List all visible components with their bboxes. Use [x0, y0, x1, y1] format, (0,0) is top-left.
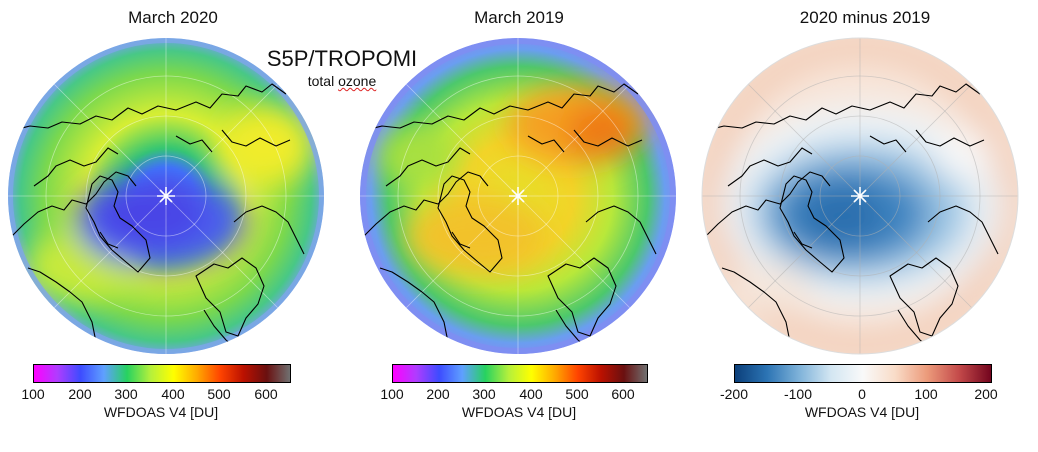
- tick-label: 200: [426, 386, 450, 402]
- graticule: [702, 38, 1018, 354]
- tick-label: 600: [611, 386, 635, 402]
- tick-label: 200: [68, 386, 92, 402]
- colorbar-ozone: [392, 364, 648, 383]
- tick-label: 100: [380, 386, 404, 402]
- panel-title: March 2020: [128, 8, 218, 27]
- north-pole-marker: [509, 187, 527, 205]
- coastlines: [361, 83, 657, 349]
- colorbar-difference: [734, 364, 992, 383]
- coastlines: [703, 83, 999, 349]
- tick-label: -200: [719, 386, 749, 402]
- colorbar-ticks: 100 200 300 400 500 600: [21, 386, 289, 404]
- tick-label: 100: [914, 386, 938, 402]
- tick-label: 300: [114, 386, 138, 402]
- ozone-map-march-2020: [8, 38, 324, 354]
- tick-label: 200: [974, 386, 998, 402]
- graticule: [360, 38, 676, 354]
- colorbar-label: WFDOAS V4 [DU]: [103, 404, 219, 420]
- panel-march-2020: March 2020: [0, 0, 346, 452]
- tick-label: -100: [783, 386, 813, 402]
- tick-label: 100: [21, 386, 45, 402]
- panel-difference: 2020 minus 2019: [692, 0, 1038, 452]
- colorbar-ticks: 100 200 300 400 500 600: [380, 386, 646, 404]
- colorbar-ozone: [33, 364, 291, 383]
- subtitle-ozone: ozone: [338, 73, 377, 89]
- panel-title: 2020 minus 2019: [799, 8, 931, 27]
- colorbar-label: WFDOAS V4 [DU]: [461, 404, 577, 420]
- tick-label: 500: [565, 386, 589, 402]
- subtitle-prefix: total: [307, 73, 339, 89]
- ozone-map-march-2019: [360, 38, 676, 354]
- tick-label: 500: [207, 386, 231, 402]
- instrument-title: S5P/TROPOMI: [266, 46, 418, 71]
- tick-label: 400: [519, 386, 543, 402]
- tick-label: 0: [858, 386, 866, 402]
- tick-label: 400: [161, 386, 185, 402]
- north-pole-marker: [851, 187, 869, 205]
- panel-march-2019: March 2019: [346, 0, 692, 452]
- north-pole-marker: [157, 187, 175, 205]
- ozone-difference-map: [701, 37, 1019, 355]
- panel-title: March 2019: [474, 8, 564, 27]
- tick-label: 600: [254, 386, 278, 402]
- colorbar-label: WFDOAS V4 [DU]: [804, 404, 920, 420]
- graticule: [8, 38, 324, 354]
- instrument-subtitle: total ozone: [252, 73, 432, 89]
- coastlines: [9, 83, 305, 349]
- colorbar-ticks: -200 -100 0 100 200: [720, 386, 998, 404]
- tick-label: 300: [472, 386, 496, 402]
